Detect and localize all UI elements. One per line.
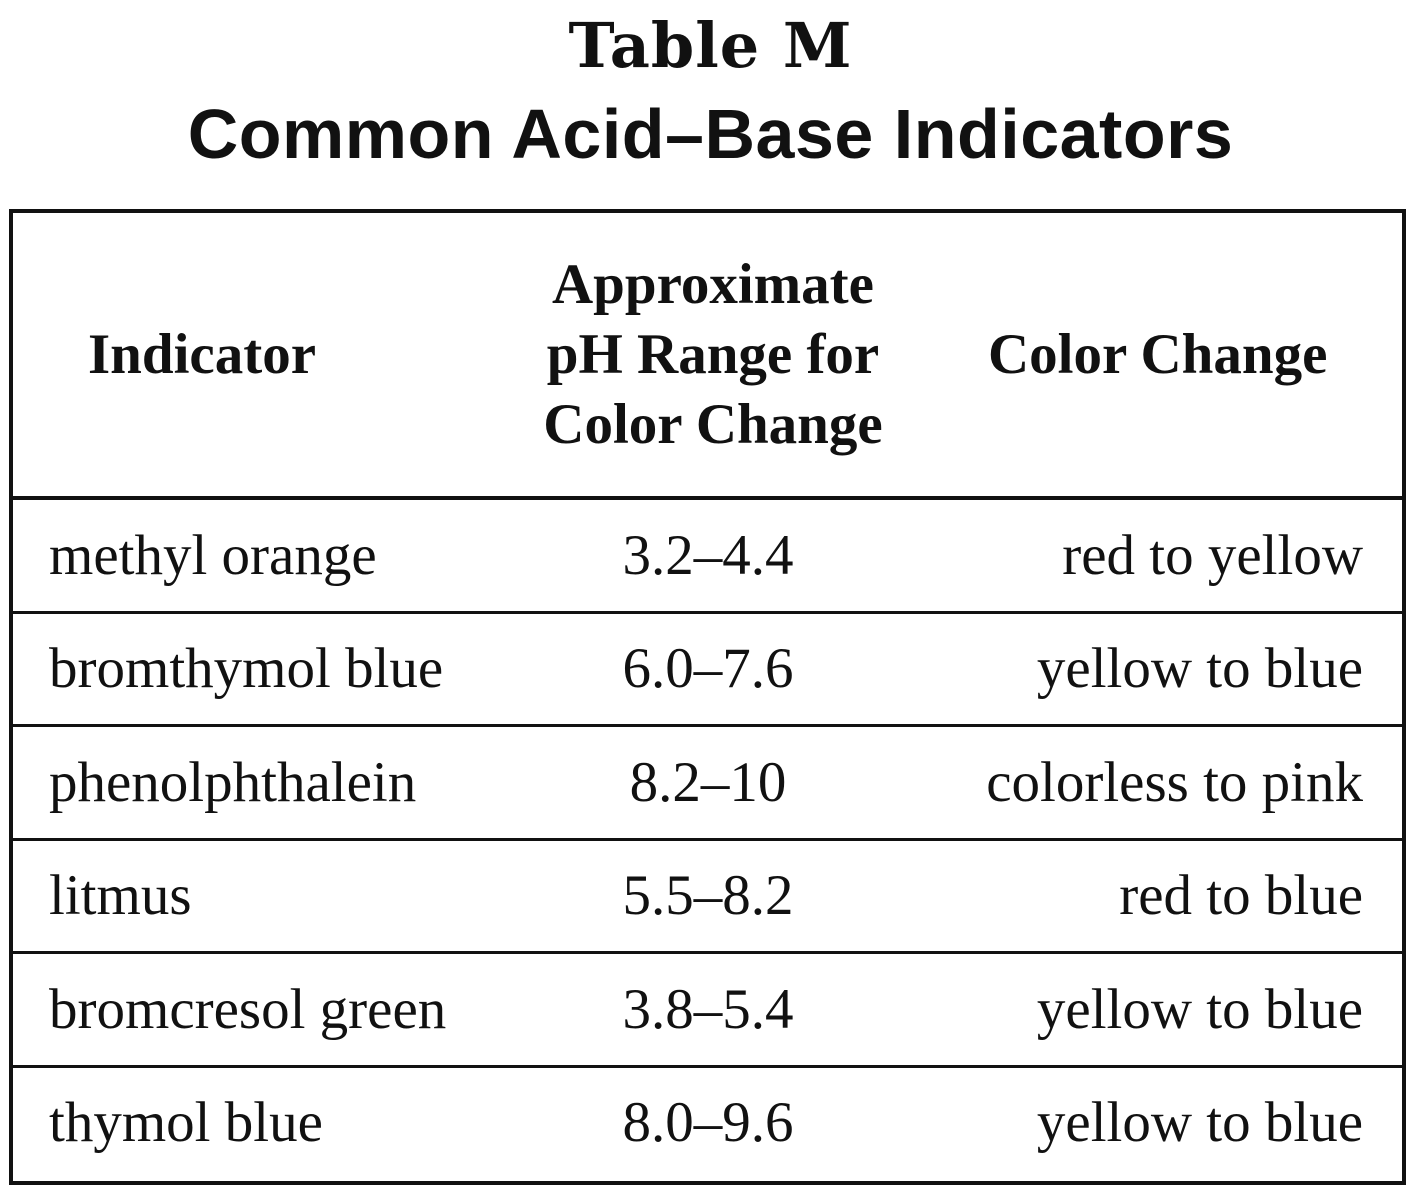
indicator-cell: litmus (49, 864, 192, 927)
table-header-row: Indicator Approximate pH Range for Color… (13, 213, 1402, 500)
ph-range-cell: 5.5–8.2 (622, 864, 794, 927)
color-change-cell: yellow to blue (1036, 637, 1363, 700)
header-indicator-label: Indicator (88, 322, 316, 386)
color-change-cell: yellow to blue (1036, 1091, 1363, 1154)
header-color-change: Color Change (988, 213, 1398, 496)
ph-range-cell: 3.2–4.4 (622, 523, 794, 587)
header-indicator: Indicator (88, 213, 448, 496)
indicator-cell: methyl orange (49, 523, 377, 587)
table-row: methyl orange 3.2–4.4 red to yellow (13, 500, 1402, 614)
indicator-cell: bromthymol blue (49, 637, 444, 700)
ph-range-cell: 3.8–5.4 (622, 977, 794, 1041)
table-row: phenolphthalein 8.2–10 colorless to pink (13, 727, 1402, 841)
indicator-cell: phenolphthalein (49, 750, 417, 814)
ph-range-cell: 6.0–7.6 (622, 637, 794, 700)
table-row: bromthymol blue 6.0–7.6 yellow to blue (13, 614, 1402, 727)
color-change-cell: red to blue (1119, 864, 1363, 927)
ph-range-cell: 8.0–9.6 (622, 1091, 794, 1154)
table-label: Table M (568, 9, 853, 82)
table-row: litmus 5.5–8.2 red to blue (13, 841, 1402, 954)
indicator-table: Indicator Approximate pH Range for Color… (9, 209, 1406, 1185)
header-color-change-label: Color Change (988, 322, 1328, 386)
table-row: bromcresol green 3.8–5.4 yellow to blue (13, 954, 1402, 1068)
table-title: Common Acid–Base Indicators (187, 95, 1234, 173)
header-ph-range-line-1: Approximate (552, 252, 874, 316)
indicator-cell: bromcresol green (49, 977, 447, 1041)
indicator-cell: thymol blue (49, 1091, 323, 1154)
header-ph-range: Approximate pH Range for Color Change (493, 213, 933, 496)
header-ph-range-line-3: Color Change (543, 392, 883, 456)
table-row: thymol blue 8.0–9.6 yellow to blue (13, 1068, 1402, 1182)
color-change-cell: red to yellow (1062, 523, 1363, 587)
ph-range-cell: 8.2–10 (629, 750, 787, 814)
color-change-cell: yellow to blue (1036, 977, 1363, 1041)
table-body: methyl orange 3.2–4.4 red to yellow brom… (13, 500, 1402, 1181)
header-ph-range-line-2: pH Range for (546, 322, 880, 386)
color-change-cell: colorless to pink (986, 750, 1363, 814)
